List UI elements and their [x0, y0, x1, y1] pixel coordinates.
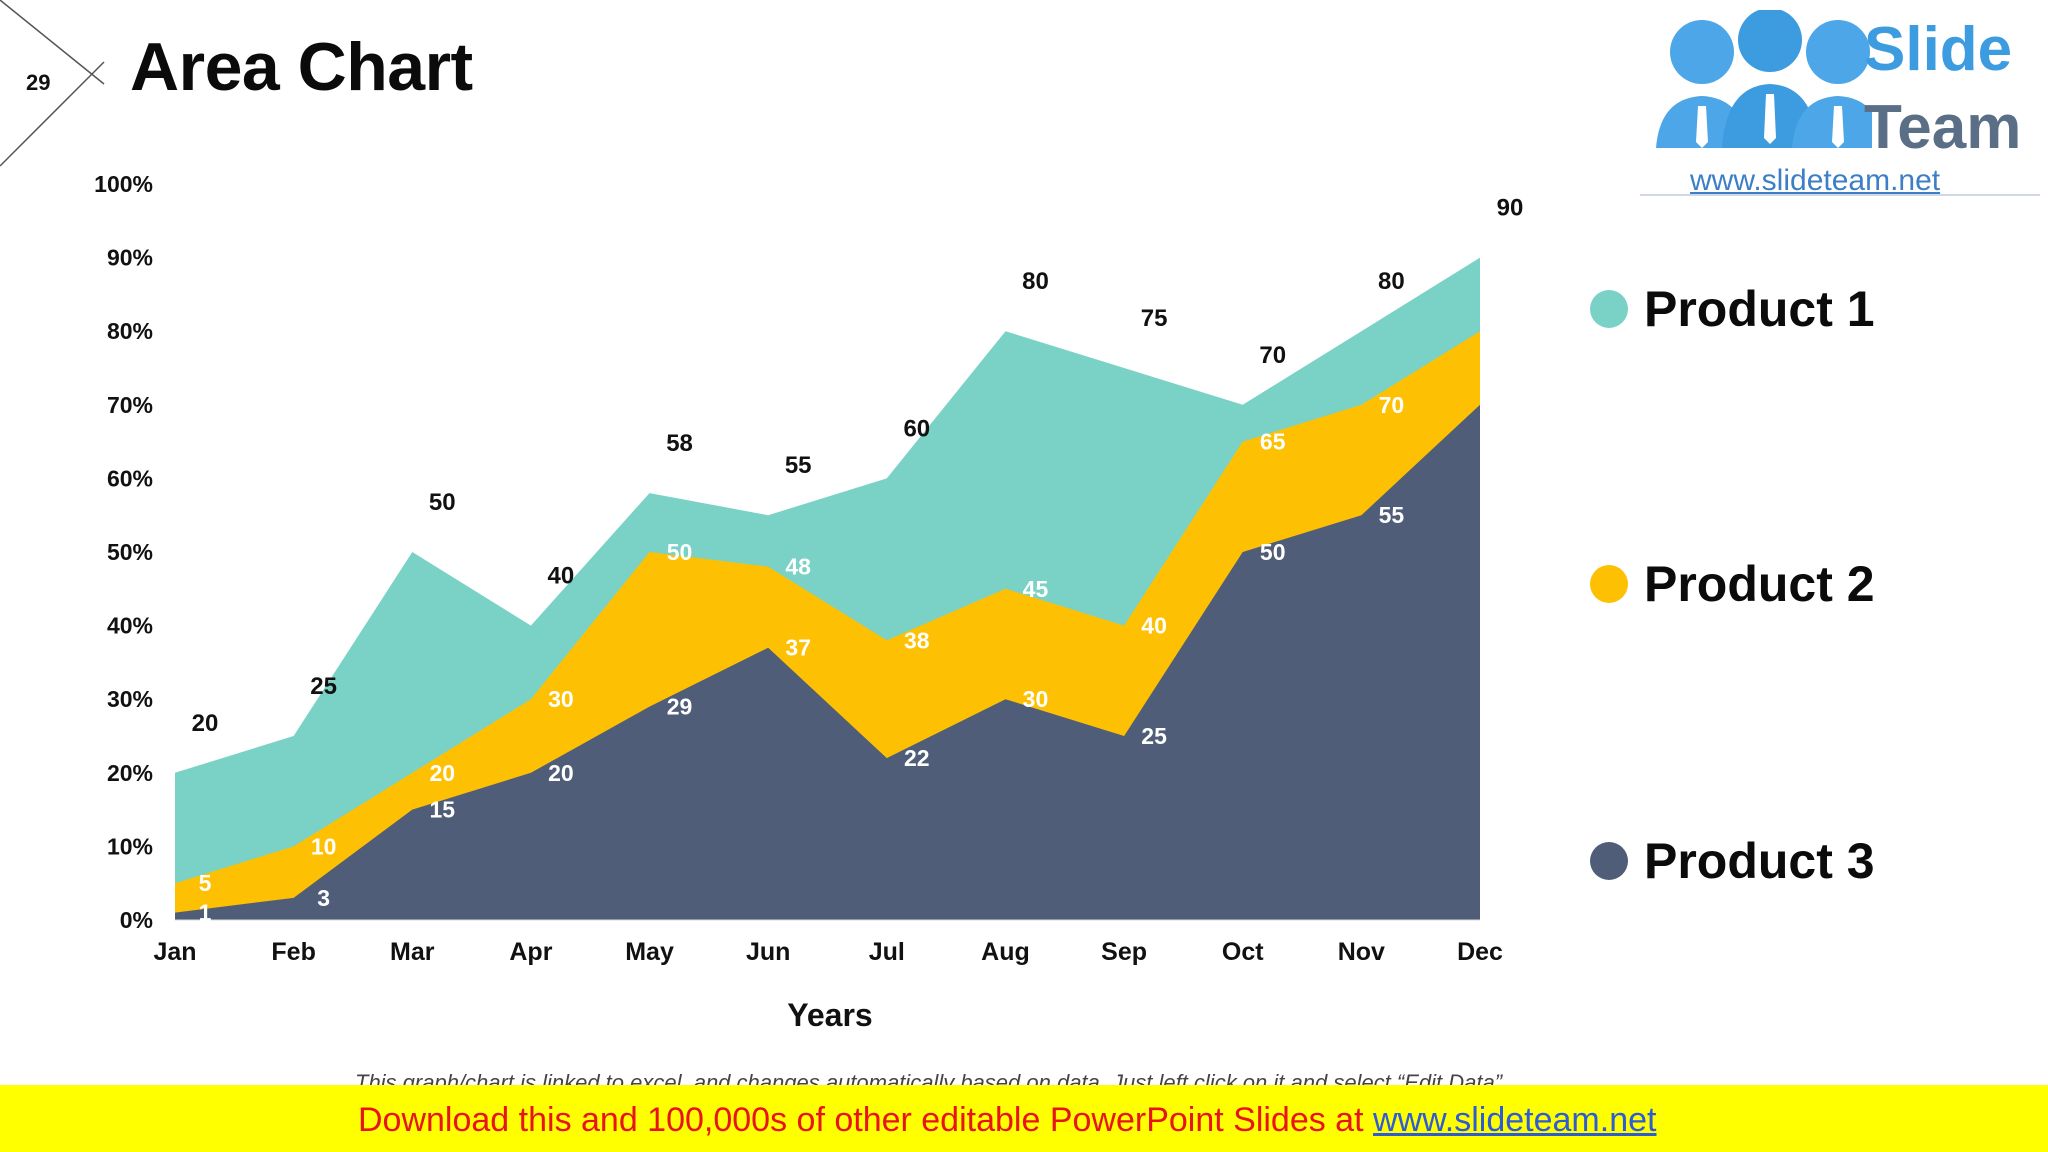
data-label-product-3: 25	[1141, 723, 1167, 749]
x-tick-label: Dec	[1457, 938, 1503, 966]
data-label-product-3: 15	[429, 797, 455, 823]
y-tick-label: 100%	[94, 171, 153, 197]
data-label-product-3: 30	[1023, 686, 1049, 712]
data-label-product-1: 90	[1497, 195, 1524, 222]
data-label-product-2: 38	[904, 627, 930, 653]
data-label-product-1: 70	[1259, 342, 1286, 369]
data-label-product-2: 30	[548, 686, 574, 712]
y-tick-label: 30%	[107, 686, 153, 712]
legend-item-product-2[interactable]: Product 2	[1590, 555, 1875, 613]
data-label-product-2: 5	[199, 870, 212, 896]
legend-dot-product-3	[1590, 842, 1628, 880]
area-chart: 0% 10% 20% 30% 40% 50% 60% 70% 80% 90% 100% Jan Feb M…	[94, 171, 1524, 1033]
y-tick-label: 90%	[107, 245, 153, 271]
legend-label-product-2: Product 2	[1644, 556, 1875, 612]
data-label-product-1: 80	[1378, 268, 1405, 295]
y-tick-label: 40%	[107, 613, 153, 639]
data-label-product-1: 20	[192, 710, 219, 737]
corner-decoration	[0, 0, 105, 167]
legend-dot-product-1	[1590, 290, 1628, 328]
y-tick-label: 50%	[107, 539, 153, 565]
data-label-product-2: 40	[1141, 613, 1167, 639]
x-tick-label: Jan	[153, 938, 196, 966]
data-label-product-3: 70	[1497, 392, 1523, 418]
logo-url-link[interactable]: www.slideteam.net	[1690, 164, 1941, 197]
people-icon	[1656, 10, 1872, 148]
x-tick-label: Sep	[1101, 938, 1147, 966]
x-tick-label: Mar	[390, 938, 435, 966]
y-tick-label: 20%	[107, 760, 153, 786]
data-label-product-1: 40	[548, 563, 575, 590]
data-label-product-1: 60	[903, 415, 930, 442]
legend-dot-product-2	[1590, 565, 1628, 603]
data-label-product-2: 48	[785, 554, 811, 580]
legend-label-product-1: Product 1	[1644, 281, 1875, 337]
banner-message: Download this and 100,000s of other edit…	[358, 1101, 1373, 1139]
banner-link[interactable]: www.slideteam.net	[1373, 1101, 1657, 1139]
data-label-product-3: 3	[317, 885, 330, 911]
data-label-product-2: 50	[667, 539, 693, 565]
y-tick-label: 0%	[120, 907, 153, 933]
data-label-product-1: 80	[1022, 268, 1049, 295]
banner-text: Download this and 100,000s of other edit…	[358, 1101, 1656, 1140]
x-tick-label: Jul	[869, 938, 905, 966]
data-label-product-2: 20	[429, 760, 455, 786]
x-axis-title: Years	[787, 997, 872, 1033]
slide-number: 29	[26, 70, 51, 95]
slideteam-logo[interactable]: Slide Team www.slideteam.net	[1640, 0, 2040, 200]
data-label-product-3: 22	[904, 745, 930, 771]
logo-underline	[1640, 194, 2040, 196]
data-label-product-3: 50	[1260, 539, 1286, 565]
x-tick-label: Feb	[271, 938, 315, 966]
x-tick-label: Oct	[1222, 938, 1264, 966]
y-tick-label: 10%	[107, 833, 153, 859]
y-tick-label: 70%	[107, 392, 153, 418]
data-label-product-2: 65	[1260, 429, 1286, 455]
x-tick-label: Apr	[509, 938, 552, 966]
data-label-product-3: 1	[199, 900, 212, 926]
data-label-product-3: 29	[667, 694, 693, 720]
data-label-product-2: 70	[1379, 392, 1405, 418]
data-label-product-2: 10	[311, 833, 337, 859]
logo-word-team: Team	[1864, 93, 2022, 162]
data-label-product-1: 58	[666, 430, 693, 457]
download-banner[interactable]: Download this and 100,000s of other edit…	[0, 1085, 2048, 1152]
data-label-product-3: 20	[548, 760, 574, 786]
legend-item-product-3[interactable]: Product 3	[1590, 832, 1875, 890]
data-label-product-2: 45	[1023, 576, 1049, 602]
x-tick-label: Jun	[746, 938, 790, 966]
x-tick-label: Aug	[981, 938, 1030, 966]
page-title: Area Chart	[130, 29, 473, 105]
y-tick-label: 60%	[107, 465, 153, 491]
logo-word-slide: Slide	[1864, 15, 2013, 84]
data-label-product-1: 55	[785, 452, 812, 479]
legend-label-product-3: Product 3	[1644, 833, 1875, 889]
area-product-3	[175, 404, 1480, 920]
x-tick-label: May	[625, 938, 674, 966]
data-label-product-3: 37	[785, 635, 811, 661]
data-label-product-3: 55	[1379, 502, 1405, 528]
x-tick-label: Nov	[1338, 938, 1385, 966]
data-label-product-1: 25	[310, 673, 337, 700]
data-label-product-2: 80	[1497, 318, 1523, 344]
y-tick-label: 80%	[107, 318, 153, 344]
legend-item-product-1[interactable]: Product 1	[1590, 280, 1875, 338]
data-label-product-1: 50	[429, 489, 456, 516]
data-label-product-1: 75	[1141, 305, 1168, 332]
